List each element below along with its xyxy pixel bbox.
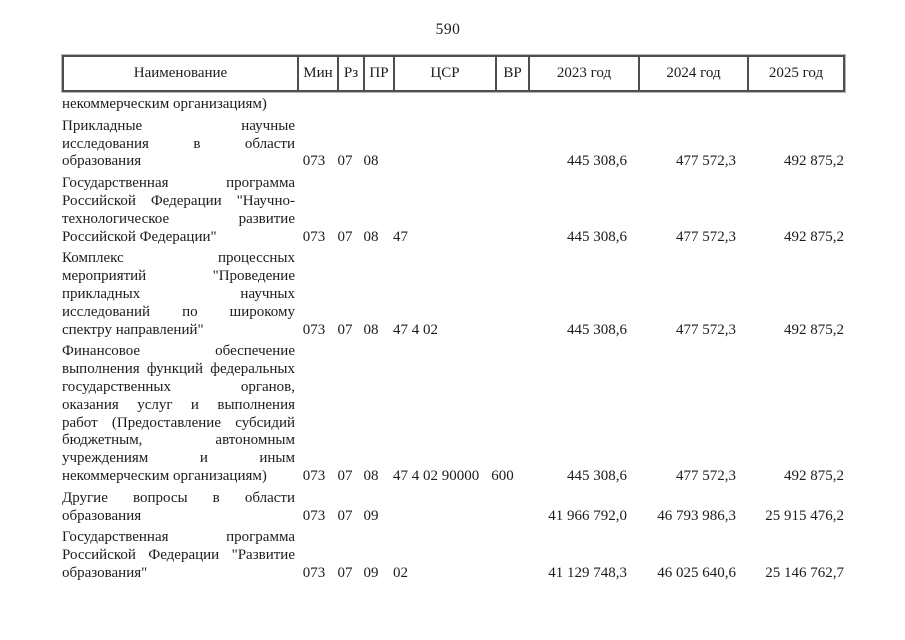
cell-2025-value: 492 875,2 xyxy=(784,321,844,338)
cell-csr-code: 02 xyxy=(393,564,408,581)
name-line: Российской Федерации" xyxy=(62,228,217,245)
table-row: Другие вопросы в области образования 073 … xyxy=(62,490,845,526)
cell-2023-value: 445 308,6 xyxy=(567,467,627,484)
cell-2024-value: 477 572,3 xyxy=(676,228,736,245)
name-line: учреждениям и иным xyxy=(62,450,295,467)
cell-min-code: 073 xyxy=(302,153,326,170)
name-line: Российской Федерации "Научно- xyxy=(62,192,295,209)
cell-rz-code: 07 xyxy=(337,507,353,524)
cell-pr-code: 08 xyxy=(363,467,379,484)
name-line: образования xyxy=(62,153,142,170)
cell-pr-code: 09 xyxy=(363,507,379,524)
name-line: выполнения функций федеральных xyxy=(62,361,295,378)
name-line: оказания услуг и выполнения xyxy=(62,396,295,413)
row-name: некоммерческим организациям) xyxy=(62,96,295,114)
table-header-row: Наименование Мин Рз ПР ЦСР ВР 2023 год 2… xyxy=(62,55,845,92)
cell-vr-code: 600 xyxy=(491,467,514,484)
cell-csr-code: 47 xyxy=(393,228,408,245)
name-line: технологическое развитие xyxy=(62,210,295,227)
cell-min-code: 073 xyxy=(302,228,326,245)
name-line: некоммерческим организациям) xyxy=(62,467,267,484)
table-body: некоммерческим организациям) Прикладные … xyxy=(62,96,845,583)
name-line: исследования в области xyxy=(62,135,295,152)
cell-2025-value: 25 146 762,7 xyxy=(765,564,844,581)
row-name: Прикладные научные исследования в области… xyxy=(62,118,295,171)
cell-rz-code: 07 xyxy=(337,564,353,581)
table-row: Государственная программа Российской Феде… xyxy=(62,529,845,582)
name-line: некоммерческим организациям) xyxy=(62,96,267,112)
header-cell-min: Мин xyxy=(297,57,337,90)
name-line: государственных органов, xyxy=(62,378,295,395)
cell-2024-value: 477 572,3 xyxy=(676,153,736,170)
cell-2023-value: 445 308,6 xyxy=(567,153,627,170)
cell-min-code: 073 xyxy=(302,467,326,484)
page-number: 590 xyxy=(435,21,461,38)
name-line: Комплекс процессных xyxy=(62,250,295,267)
row-name: Финансовое обеспечение выполнения функций… xyxy=(62,343,295,485)
cell-2025-value: 492 875,2 xyxy=(784,228,844,245)
cell-csr-code: 47 4 02 90000 xyxy=(393,467,480,484)
cell-rz-code: 07 xyxy=(337,228,353,245)
name-line: Государственная программа xyxy=(62,175,295,192)
cell-2025-value: 25 915 476,2 xyxy=(765,507,844,524)
cell-2023-value: 41 129 748,3 xyxy=(548,564,627,581)
name-line: Финансовое обеспечение xyxy=(62,343,295,360)
name-line: Прикладные научные xyxy=(62,117,295,134)
name-line: образования xyxy=(62,507,142,524)
cell-2025-value: 492 875,2 xyxy=(784,153,844,170)
header-cell-vr: ВР xyxy=(495,57,528,90)
cell-rz-code: 07 xyxy=(337,153,353,170)
name-line: бюджетным, автономным xyxy=(62,432,295,449)
row-name: Государственная программа Российской Феде… xyxy=(62,175,295,246)
row-name: Другие вопросы в области образования xyxy=(62,490,295,526)
table-row: Государственная программа Российской Феде… xyxy=(62,175,845,246)
table-row: Финансовое обеспечение выполнения функций… xyxy=(62,343,845,485)
name-line: образования" xyxy=(62,564,148,581)
budget-table: Наименование Мин Рз ПР ЦСР ВР 2023 год 2… xyxy=(62,55,845,583)
cell-pr-code: 08 xyxy=(363,321,379,338)
name-line: Российской Федерации "Развитие xyxy=(62,547,295,564)
cell-2023-value: 41 966 792,0 xyxy=(548,507,627,524)
cell-2023-value: 445 308,6 xyxy=(567,321,627,338)
row-name: Комплекс процессных мероприятий "Проведен… xyxy=(62,250,295,339)
cell-2024-value: 477 572,3 xyxy=(676,467,736,484)
name-line: мероприятий "Проведение xyxy=(62,268,295,285)
cell-2024-value: 477 572,3 xyxy=(676,321,736,338)
table-row: Прикладные научные исследования в области… xyxy=(62,118,845,171)
name-line: Другие вопросы в области xyxy=(62,489,295,506)
header-cell-2025: 2025 год xyxy=(747,57,843,90)
header-cell-name: Наименование xyxy=(133,65,228,81)
header-cell-csr: ЦСР xyxy=(393,57,495,90)
name-line: работ (Предоставление субсидий xyxy=(62,414,295,431)
cell-pr-code: 09 xyxy=(363,564,379,581)
table-row: Комплекс процессных мероприятий "Проведен… xyxy=(62,250,845,339)
cell-min-code: 073 xyxy=(302,507,326,524)
cell-min-code: 073 xyxy=(302,564,326,581)
cell-2023-value: 445 308,6 xyxy=(567,228,627,245)
cell-rz-code: 07 xyxy=(337,467,353,484)
cell-2024-value: 46 025 640,6 xyxy=(657,564,736,581)
cell-pr-code: 08 xyxy=(363,153,379,170)
name-line: спектру направлений" xyxy=(62,321,204,338)
header-cell-rz: Рз xyxy=(337,57,363,90)
cell-pr-code: 08 xyxy=(363,228,379,245)
name-line: Государственная программа xyxy=(62,529,295,546)
cell-rz-code: 07 xyxy=(337,321,353,338)
header-cell-2023: 2023 год xyxy=(528,57,638,90)
header-cell-2024: 2024 год xyxy=(638,57,747,90)
header-cell-pr: ПР xyxy=(363,57,393,90)
name-line: исследований по широкому xyxy=(62,303,295,320)
cell-2025-value: 492 875,2 xyxy=(784,467,844,484)
cell-min-code: 073 xyxy=(302,321,326,338)
table-row: некоммерческим организациям) xyxy=(62,96,845,114)
name-line: прикладных научных xyxy=(62,285,295,302)
cell-csr-code: 47 4 02 xyxy=(393,321,438,338)
row-name: Государственная программа Российской Феде… xyxy=(62,529,295,582)
cell-2024-value: 46 793 986,3 xyxy=(657,507,736,524)
